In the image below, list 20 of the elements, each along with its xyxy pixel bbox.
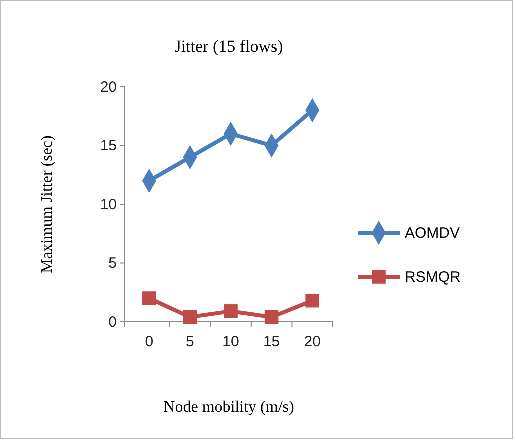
point: [224, 304, 238, 318]
legend-label: AOMDV: [405, 225, 460, 242]
y-tick-label: 15: [100, 138, 117, 155]
point: [183, 310, 198, 324]
y-tick-label: 0: [108, 314, 117, 331]
y-tick-label: 10: [100, 196, 117, 214]
point: [142, 292, 156, 306]
x-tick-label: 20: [304, 334, 321, 351]
chart-title: Jitter (15 flows): [174, 37, 284, 56]
x-axis-title: Node mobility (m/s): [164, 399, 294, 416]
x-tick-label: 10: [222, 334, 240, 351]
point: [264, 310, 279, 324]
y-tick-label: 20: [100, 78, 117, 96]
y-tick-label: 5: [108, 255, 117, 272]
y-axis-title: Maximum Jitter (sec): [39, 136, 56, 274]
point: [306, 294, 320, 308]
x-tick-label: 15: [263, 334, 280, 351]
x-tick-label: 0: [145, 334, 154, 351]
legend-label: RSMQR: [405, 269, 461, 286]
x-tick-label: 5: [186, 334, 194, 351]
